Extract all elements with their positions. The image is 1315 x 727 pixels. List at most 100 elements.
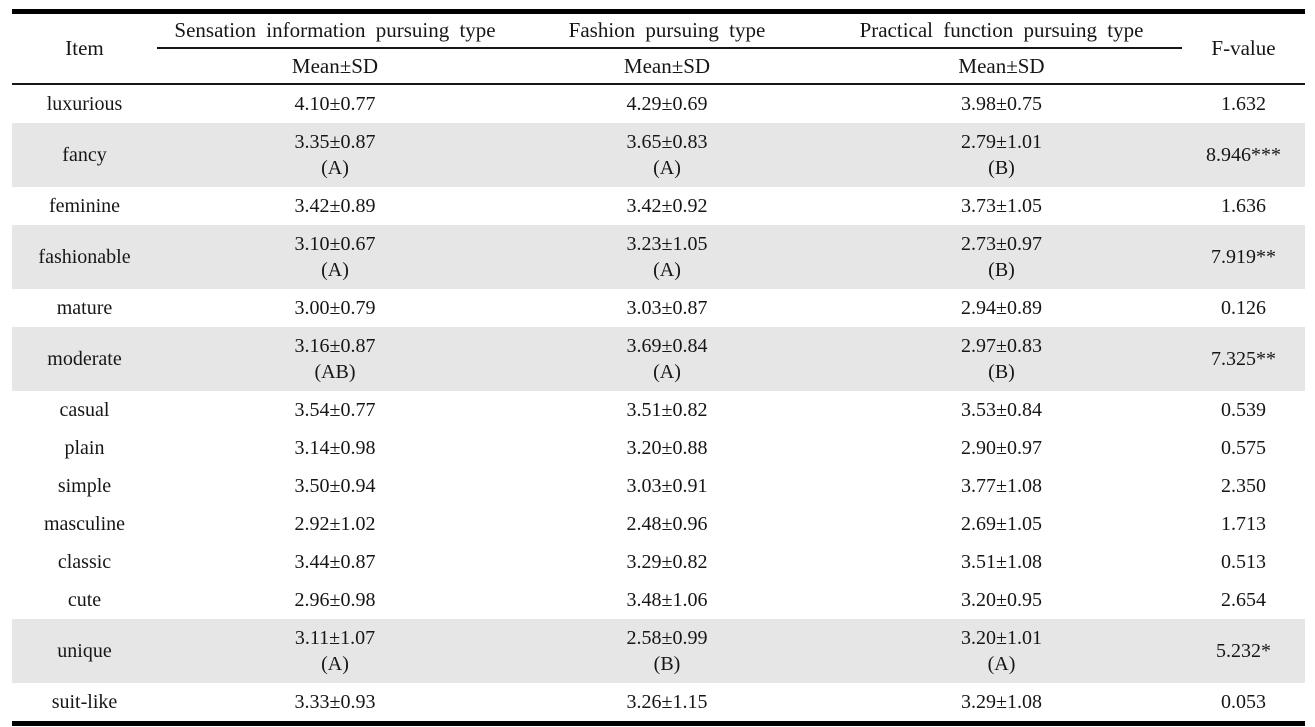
- f-value-cell: 2.654: [1221, 589, 1266, 611]
- practical-cell: 3.51±1.08: [821, 543, 1182, 581]
- f-value-cell: 0.539: [1221, 399, 1266, 421]
- table-row-cute: cute 2.96±0.98 3.48±1.06 3.20±0.95 2.654: [12, 581, 1305, 619]
- subheader-mean-sd-1: Mean±SD: [291, 53, 379, 78]
- f-value-cell: 0.575: [1221, 437, 1266, 459]
- table-row-feminine: feminine 3.42±0.89 3.42±0.92 3.73±1.05 1…: [12, 187, 1305, 225]
- fashion-cell: 3.03±0.91: [513, 467, 821, 505]
- practical-cell: 2.97±0.83 (B): [821, 327, 1182, 391]
- f-value-cell: 1.636: [1221, 195, 1266, 217]
- mean-sd-value: 2.94±0.89: [961, 297, 1042, 319]
- mean-sd-value: 3.51±1.08: [961, 551, 1042, 573]
- practical-cell: 2.94±0.89: [821, 289, 1182, 327]
- fashion-cell: 4.29±0.69: [513, 85, 821, 123]
- table-row-plain: plain 3.14±0.98 3.20±0.88 2.90±0.97 0.57…: [12, 429, 1305, 467]
- sensation-cell: 3.16±0.87 (AB): [157, 327, 513, 391]
- column-header-fashion: Fashion pursuing type: [568, 18, 766, 42]
- duncan-group: (AB): [314, 361, 356, 383]
- table-row-moderate: moderate 3.16±0.87 (AB) 3.69±0.84 (A) 2.97…: [12, 327, 1305, 391]
- table-row-classic: classic 3.44±0.87 3.29±0.82 3.51±1.08 0.…: [12, 543, 1305, 581]
- f-value-cell: 2.350: [1221, 475, 1266, 497]
- f-value-cell: 0.053: [1221, 691, 1266, 713]
- sensation-cell: 2.96±0.98: [157, 581, 513, 619]
- mean-sd-value: 3.29±0.82: [626, 551, 708, 573]
- practical-cell: 3.98±0.75: [821, 85, 1182, 123]
- duncan-group: (A): [653, 259, 681, 281]
- sensation-cell: 3.10±0.67 (A): [157, 225, 513, 289]
- mean-sd-value: 3.98±0.75: [961, 93, 1042, 115]
- mean-sd-value: 2.96±0.98: [294, 589, 376, 611]
- mean-sd-value: 3.77±1.08: [961, 475, 1042, 497]
- table-body: luxurious 4.10±0.77 4.29±0.69 3.98±0.75 …: [12, 85, 1305, 721]
- group-header-row: Sensation information pursuing type Fash…: [157, 14, 1182, 49]
- sensation-cell: 3.00±0.79: [157, 289, 513, 327]
- fashion-cell: 3.23±1.05 (A): [513, 225, 821, 289]
- f-value-cell: 7.919**: [1211, 246, 1276, 268]
- duncan-group: (B): [988, 259, 1015, 281]
- mean-sd-value: 3.44±0.87: [294, 551, 376, 573]
- mean-sd-value: 3.65±0.83: [626, 131, 708, 153]
- group-columns-header: Sensation information pursuing type Fash…: [157, 14, 1182, 83]
- sensation-cell: 3.35±0.87 (A): [157, 123, 513, 187]
- practical-cell: 3.20±0.95: [821, 581, 1182, 619]
- practical-cell: 3.29±1.08: [821, 683, 1182, 721]
- column-header-practical: Practical function pursuing type: [859, 18, 1144, 42]
- mean-sd-value: 3.20±0.95: [961, 589, 1042, 611]
- mean-sd-value: 3.51±0.82: [626, 399, 708, 421]
- mean-sd-value: 3.73±1.05: [961, 195, 1042, 217]
- item-cell: masculine: [43, 513, 126, 535]
- mean-sd-value: 2.92±1.02: [294, 513, 376, 535]
- mean-sd-value: 3.10±0.67: [294, 233, 376, 255]
- item-cell: fashionable: [38, 246, 131, 268]
- sensation-cell: 3.33±0.93: [157, 683, 513, 721]
- table-row-suit-like: suit-like 3.33±0.93 3.26±1.15 3.29±1.08 …: [12, 683, 1305, 721]
- mean-sd-value: 3.50±0.94: [294, 475, 376, 497]
- mean-sd-value: 3.53±0.84: [961, 399, 1042, 421]
- sensation-cell: 3.14±0.98: [157, 429, 513, 467]
- mean-sd-value: 2.79±1.01: [961, 131, 1042, 153]
- mean-sd-value: 2.69±1.05: [961, 513, 1042, 535]
- sensation-cell: 4.10±0.77: [157, 85, 513, 123]
- practical-cell: 2.73±0.97 (B): [821, 225, 1182, 289]
- table-row-masculine: masculine 2.92±1.02 2.48±0.96 2.69±1.05 …: [12, 505, 1305, 543]
- duncan-group: (B): [988, 361, 1015, 383]
- mean-sd-value: 2.73±0.97: [961, 233, 1042, 255]
- item-cell: suit-like: [51, 691, 118, 713]
- practical-cell: 3.77±1.08: [821, 467, 1182, 505]
- mean-sd-value: 3.29±1.08: [961, 691, 1042, 713]
- mean-sd-value: 3.11±1.07: [294, 627, 376, 649]
- item-cell: casual: [59, 399, 110, 421]
- item-cell: simple: [57, 475, 112, 497]
- table-bottom-rule: [12, 721, 1305, 726]
- mean-sd-value: 3.54±0.77: [294, 399, 376, 421]
- item-cell: cute: [67, 589, 102, 611]
- column-header-item: Item: [65, 36, 104, 60]
- table-top-rule: [12, 9, 1305, 14]
- subheader-mean-sd-2: Mean±SD: [623, 53, 711, 78]
- mean-sd-value: 3.20±1.01: [961, 627, 1042, 649]
- item-cell: moderate: [47, 348, 122, 370]
- practical-cell: 3.20±1.01 (A): [821, 619, 1182, 683]
- subheader-row: Mean±SD Mean±SD Mean±SD: [157, 49, 1182, 83]
- table-row-fancy: fancy 3.35±0.87 (A) 3.65±0.83 (A) 2.79±1.0…: [12, 123, 1305, 187]
- duncan-group: (A): [987, 653, 1016, 675]
- item-cell: fancy: [62, 144, 107, 166]
- fashion-cell: 2.48±0.96: [513, 505, 821, 543]
- column-header-f-value: F-value: [1211, 36, 1276, 60]
- f-value-cell: 0.513: [1221, 551, 1266, 573]
- mean-sd-value: 3.42±0.92: [626, 195, 708, 217]
- mean-sd-value: 3.69±0.84: [626, 335, 708, 357]
- sensation-cell: 2.92±1.02: [157, 505, 513, 543]
- item-cell: luxurious: [46, 93, 123, 115]
- mean-sd-value: 2.58±0.99: [626, 627, 708, 649]
- mean-sd-value: 3.48±1.06: [626, 589, 708, 611]
- fashion-cell: 3.48±1.06: [513, 581, 821, 619]
- fashion-cell: 3.65±0.83 (A): [513, 123, 821, 187]
- column-header-sensation: Sensation information pursuing type: [174, 18, 496, 42]
- fashion-cell: 3.29±0.82: [513, 543, 821, 581]
- duncan-group: (A): [321, 653, 349, 675]
- practical-cell: 2.90±0.97: [821, 429, 1182, 467]
- sensation-cell: 3.44±0.87: [157, 543, 513, 581]
- f-value-cell: 8.946***: [1206, 144, 1281, 166]
- duncan-group: (A): [321, 259, 349, 281]
- fashion-cell: 3.42±0.92: [513, 187, 821, 225]
